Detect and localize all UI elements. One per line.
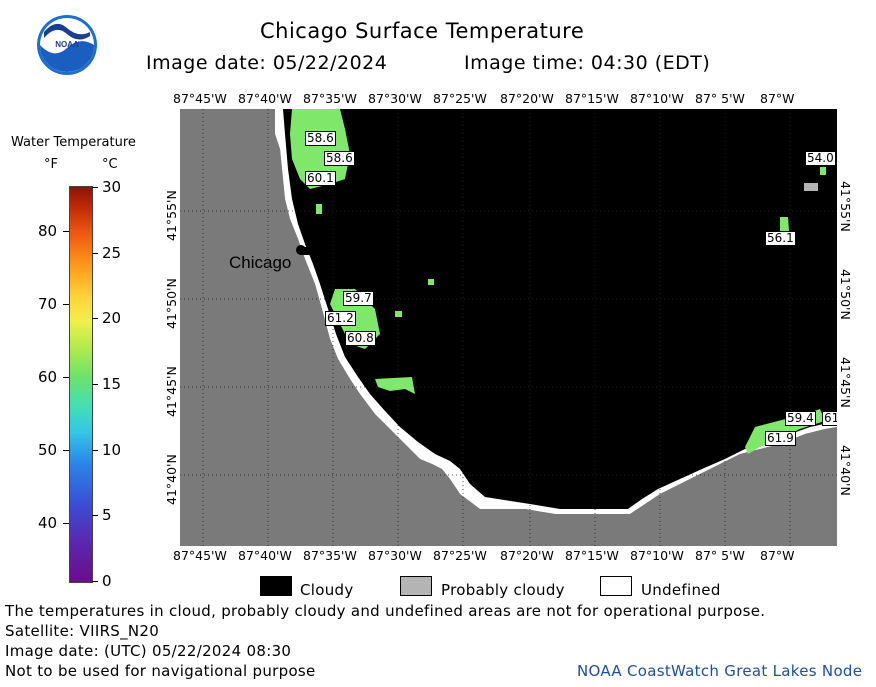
- legend-probably-cloudy-swatch: [400, 576, 432, 596]
- colorbar-f-label: 60: [38, 367, 58, 386]
- colorbar-c-label: 0: [102, 572, 112, 590]
- longitude-label: 87°20'W: [500, 91, 554, 106]
- colorbar-f-tick: [63, 230, 69, 232]
- colorbar-f-tick: [63, 449, 69, 451]
- city-label-chicago: Chicago: [229, 253, 292, 272]
- colorbar-c-tick: [92, 187, 98, 188]
- footer-utc-date: Image date: (UTC) 05/22/2024 08:30: [5, 642, 292, 660]
- longitude-label: 87° 5'W: [695, 91, 745, 106]
- footer-credit: NOAA CoastWatch Great Lakes Node: [577, 662, 863, 680]
- map-svg: [180, 109, 837, 546]
- colorbar-c-tick: [92, 515, 98, 517]
- temp-label: 61.2: [325, 311, 356, 326]
- colorbar-c-tick: [92, 384, 98, 385]
- longitude-label: 87°40'W: [238, 548, 292, 563]
- legend-probably-cloudy-label: Probably cloudy: [441, 581, 565, 599]
- colorbar-f-tick: [63, 376, 69, 378]
- latitude-label: 41°55'N: [164, 190, 179, 241]
- colorbar-c-label: 10: [102, 440, 122, 459]
- colorbar-f-tick: [63, 522, 69, 524]
- longitude-label: 87°15'W: [565, 91, 619, 106]
- longitude-label: 87°35'W: [303, 91, 357, 106]
- latitude-label: 41°45'N: [838, 357, 853, 408]
- colorbar-f-tick: [63, 303, 69, 305]
- temp-label: 60.1: [305, 171, 336, 186]
- temp-label: 56.1: [765, 231, 796, 246]
- longitude-label: 87°30'W: [368, 548, 422, 563]
- longitude-label: 87°40'W: [238, 91, 292, 106]
- longitude-label: 87°35'W: [303, 548, 357, 563]
- longitude-label: 87°W: [760, 548, 795, 563]
- longitude-label: 87°20'W: [500, 548, 554, 563]
- longitude-label: 87°10'W: [630, 91, 684, 106]
- colorbar-f-label: 80: [38, 221, 58, 240]
- temp-label: 60.8: [345, 331, 376, 346]
- temp-label: 61: [822, 411, 837, 426]
- footer-satellite: Satellite: VIIRS_N20: [5, 622, 160, 640]
- temperature-colorbar: [69, 186, 93, 583]
- colorbar-f-label: 70: [38, 294, 58, 313]
- colorbar-c-label: 15: [102, 375, 122, 393]
- latitude-label: 41°50'N: [164, 278, 179, 329]
- temp-label: 58.6: [324, 151, 355, 166]
- longitude-label: 87°15'W: [565, 548, 619, 563]
- colorbar-c-label: 30: [102, 178, 122, 196]
- colorbar-unit-f: °F: [44, 157, 58, 172]
- page-title: Chicago Surface Temperature: [260, 19, 585, 43]
- longitude-label: 87°25'W: [433, 548, 487, 563]
- image-time: Image time: 04:30 (EDT): [464, 52, 711, 74]
- colorbar-c-label: 20: [102, 309, 122, 328]
- temp-label: 58.6: [305, 131, 336, 146]
- longitude-label: 87°W: [760, 91, 795, 106]
- latitude-label: 41°40'N: [838, 445, 853, 496]
- footer-nav-warning: Not to be used for navigational purpose: [5, 662, 316, 680]
- latitude-label: 41°55'N: [838, 181, 853, 232]
- legend-undefined-label: Undefined: [641, 581, 721, 599]
- longitude-label: 87° 5'W: [695, 548, 745, 563]
- temperature-map: 58.6 58.6 60.1 59.7 61.2 60.8 54.0 56.1 …: [180, 109, 837, 546]
- longitude-label: 87°30'W: [368, 91, 422, 106]
- colorbar-c-label: 25: [102, 243, 122, 262]
- colorbar-c-tick: [92, 318, 98, 320]
- colorbar-unit-c: °C: [102, 157, 118, 172]
- colorbar-c-tick: [92, 252, 98, 254]
- longitude-label: 87°25'W: [433, 91, 487, 106]
- colorbar-title: Water Temperature: [11, 135, 136, 150]
- longitude-label: 87°45'W: [173, 548, 227, 563]
- colorbar-c-tick: [92, 449, 98, 451]
- colorbar-f-label: 40: [38, 513, 58, 532]
- colorbar-c-tick: [92, 581, 98, 582]
- longitude-label: 87°10'W: [630, 548, 684, 563]
- latitude-label: 41°40'N: [164, 454, 179, 505]
- logo-text: NOAA: [55, 40, 79, 49]
- image-date: Image date: 05/22/2024: [146, 52, 388, 74]
- legend-cloudy-swatch: [260, 576, 292, 596]
- footer-note: The temperatures in cloud, probably clou…: [5, 602, 766, 620]
- temp-label: 54.0: [805, 151, 836, 166]
- noaa-logo: NOAA: [36, 14, 98, 76]
- land-west: [180, 109, 837, 546]
- colorbar-f-label: 50: [38, 440, 58, 459]
- temp-label: 59.4: [785, 411, 816, 426]
- temp-label: 61.9: [765, 431, 796, 446]
- longitude-label: 87°45'W: [173, 91, 227, 106]
- temp-label: 59.7: [343, 291, 374, 306]
- colorbar-c-label: 5: [102, 506, 112, 525]
- probably-cloudy-patch: [804, 183, 818, 191]
- latitude-label: 41°45'N: [164, 366, 179, 417]
- legend-undefined-swatch: [600, 576, 632, 596]
- latitude-label: 41°50'N: [838, 269, 853, 320]
- legend-cloudy-label: Cloudy: [300, 581, 354, 599]
